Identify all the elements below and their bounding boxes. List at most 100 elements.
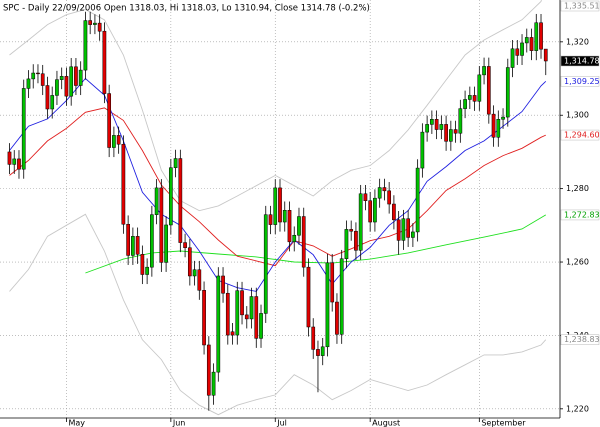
candle-body [349, 229, 354, 232]
candle-body [21, 88, 26, 170]
candle-body [7, 151, 12, 165]
candle-body [472, 95, 477, 102]
candle-body [420, 131, 425, 169]
candle-body [287, 210, 292, 243]
candle-body [373, 197, 377, 223]
candle-body [297, 216, 301, 236]
candle-body [69, 66, 74, 97]
y-tick-label: 1,300 [566, 111, 589, 120]
candle-body [93, 22, 97, 25]
candle-body [17, 158, 21, 170]
candle-body [382, 187, 387, 192]
y-tick-label: 1,220 [566, 404, 589, 413]
y-tick-label: 1,320 [566, 37, 589, 46]
candle-body [64, 76, 69, 97]
candle-body [335, 301, 339, 335]
candle-body [131, 236, 135, 256]
candle-body [282, 210, 287, 223]
y-tick-label: 1,280 [566, 184, 589, 193]
y-tick-label: 1,260 [566, 258, 589, 267]
candle-body [45, 85, 50, 110]
candle-body [126, 223, 130, 256]
candle-body [354, 230, 358, 251]
candle-body [401, 218, 406, 241]
plot-area [0, 0, 560, 418]
candle-body [78, 69, 83, 86]
candle-body [211, 371, 216, 396]
candle-body [411, 231, 415, 238]
candle-body [235, 290, 240, 336]
value-box [560, 55, 600, 67]
candle-body [278, 187, 282, 223]
candle-body [102, 30, 107, 94]
candle-body [183, 242, 187, 248]
x-tick-label: Jul [276, 419, 287, 427]
candle-body [524, 37, 529, 44]
candle-body [263, 214, 268, 314]
candle-body [496, 119, 501, 138]
value-box-label: 1,272.83 [564, 210, 600, 219]
candle-body [221, 275, 225, 294]
candle-body [273, 187, 278, 225]
candle-body [439, 124, 444, 130]
candle-body [154, 187, 159, 215]
candle-body [377, 187, 382, 199]
candle-body [97, 22, 102, 32]
x-tick-label: May [68, 419, 85, 427]
candle-body [112, 135, 116, 148]
candle-body [268, 214, 273, 225]
candle-body [254, 296, 259, 339]
candle-body [453, 129, 458, 134]
candle-body [387, 190, 392, 205]
x-tick-label: September [481, 419, 526, 427]
candle-body [240, 290, 244, 316]
candle-body [31, 72, 36, 80]
candle-body [448, 129, 453, 142]
candle-body [145, 266, 149, 275]
indicator-line [9, 77, 547, 292]
candle-body [358, 193, 363, 251]
indicator-line [9, 0, 542, 212]
candle-body [368, 200, 373, 223]
x-tick-label: Jun [172, 419, 186, 427]
candle-body [36, 72, 40, 75]
candle-body [197, 269, 202, 291]
candle-body [330, 262, 335, 303]
chart-title: SPC - Daily 22/09/2006 Open 1318.03, Hi … [3, 4, 370, 14]
candle-body [230, 331, 235, 336]
candle-body [458, 108, 463, 134]
value-box-label: 1,335.51 [564, 2, 600, 11]
indicator-line [85, 214, 547, 274]
candle-body [392, 203, 396, 221]
candle-body [543, 48, 548, 62]
candle-body [434, 119, 439, 130]
candle-body [444, 124, 448, 142]
candle-body [107, 93, 112, 148]
candle-body [121, 143, 126, 225]
candle-body [406, 218, 410, 238]
value-box [560, 0, 600, 12]
candle-body [150, 214, 154, 268]
candle-body [520, 42, 524, 56]
candle-body [292, 234, 297, 243]
candle-body [325, 262, 330, 348]
candle-body [320, 346, 325, 356]
candle-body [425, 124, 429, 133]
candle-body [55, 79, 59, 96]
candle-body [88, 20, 93, 25]
candle-body [301, 216, 306, 268]
candle-body [396, 219, 401, 241]
indicator-line [9, 107, 546, 267]
value-box [560, 76, 600, 87]
value-box-label: 1,294.60 [564, 131, 600, 140]
indicator-line [9, 213, 547, 416]
candle-body [26, 78, 31, 89]
candle-body [173, 158, 178, 168]
value-box-label: 1,314.78 [564, 56, 600, 65]
candle-body [50, 95, 55, 110]
candle-body [216, 275, 221, 373]
candle-body [187, 247, 192, 277]
candle-body [491, 113, 496, 138]
candle-body [306, 266, 311, 328]
